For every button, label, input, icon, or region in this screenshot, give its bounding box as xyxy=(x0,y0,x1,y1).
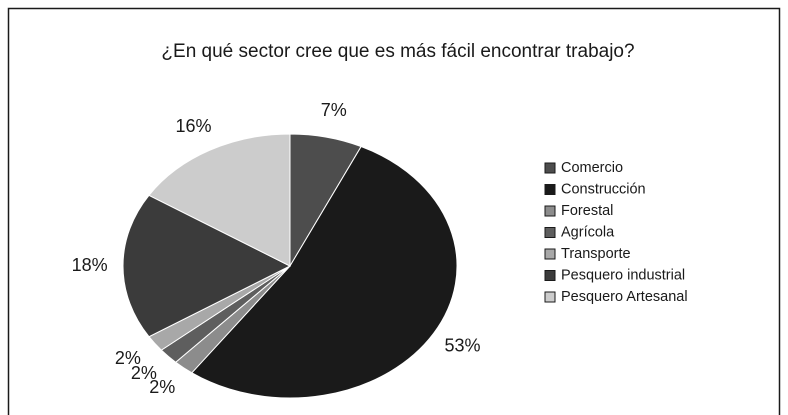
data-label: 2% xyxy=(131,363,157,383)
pie-slice xyxy=(122,194,292,338)
legend-label: Pesquero industrial xyxy=(561,267,685,283)
data-label: 16% xyxy=(175,116,211,136)
legend-label: Agrícola xyxy=(561,224,615,240)
legend: Comercio Construcción Forestal Agrícola Tran… xyxy=(544,160,688,305)
legend-swatch xyxy=(544,248,556,260)
legend-swatch xyxy=(544,162,556,174)
chart-title: ¿En qué sector cree que es más fácil enc… xyxy=(161,41,634,62)
legend-swatch xyxy=(544,227,556,238)
data-label: 7% xyxy=(321,100,347,120)
data-label: 18% xyxy=(72,255,108,275)
legend-label: Forestal xyxy=(561,203,613,219)
legend-label: Pesquero Artesanal xyxy=(561,289,688,305)
pie: 7%53%2%2%2%18%16% xyxy=(72,100,481,399)
legend-swatch xyxy=(544,205,556,217)
legend-label: Transporte xyxy=(561,246,631,262)
legend-swatch xyxy=(544,270,556,281)
legend-swatch xyxy=(544,184,556,195)
data-label: 2% xyxy=(115,348,141,368)
legend-swatch xyxy=(544,291,556,303)
data-label: 2% xyxy=(149,377,175,397)
pie-slice xyxy=(148,133,291,267)
legend-label: Comercio xyxy=(561,160,623,176)
data-label: 53% xyxy=(444,335,480,355)
pie-slice xyxy=(191,145,458,399)
legend-label: Construcción xyxy=(561,181,646,197)
